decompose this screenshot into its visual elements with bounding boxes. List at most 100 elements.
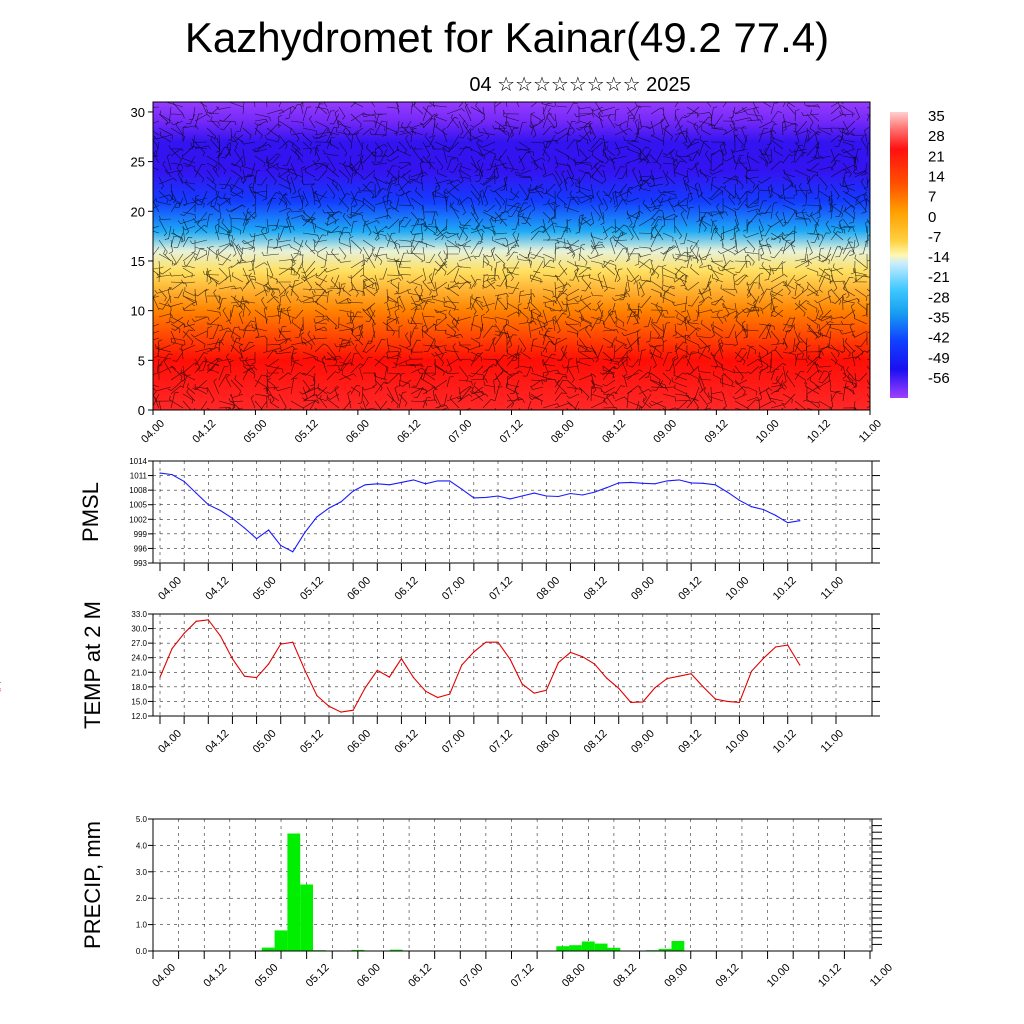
wind-barb: [722, 120, 736, 126]
wind-barb: [458, 255, 477, 262]
wind-barb: [428, 102, 436, 108]
wind-barb: [446, 334, 464, 339]
wind-barb: [182, 267, 193, 278]
wind-barb: [830, 113, 847, 122]
wind-barb: [542, 309, 548, 327]
wind-barb: [290, 352, 297, 367]
wind-barb: [542, 295, 555, 306]
wind-barb: [710, 124, 724, 129]
wind-barb: [775, 375, 784, 388]
heatmap-x-tick-label: 09.12: [703, 418, 731, 446]
wind-barb: [686, 112, 700, 117]
wind-barb: [722, 155, 736, 162]
wind-barb: [186, 388, 196, 402]
temp-data-point: [630, 701, 632, 704]
wind-barb: [185, 179, 196, 192]
wind-barb: [542, 373, 556, 381]
wind-barb: [387, 296, 400, 304]
wind-barb: [422, 366, 432, 381]
wind-barb: [788, 148, 808, 153]
wind-barb: [350, 102, 357, 108]
wind-barb: [182, 154, 196, 164]
wind-barb: [681, 295, 688, 313]
wind-barb: [516, 255, 532, 262]
wind-barb: [181, 274, 196, 278]
wind-barb: [314, 288, 327, 294]
wind-barb: [434, 309, 448, 313]
wind-barb: [500, 197, 508, 214]
wind-barb: [722, 372, 734, 387]
wind-barb: [830, 288, 842, 305]
wind-barb: [638, 349, 646, 367]
wind-barb: [584, 325, 592, 339]
wind-barb: [662, 245, 678, 255]
wind-barb: [561, 301, 580, 306]
pmsl-data-point: [243, 527, 246, 529]
temp-data-point: [593, 663, 596, 665]
wind-barb: [758, 351, 763, 369]
wind-barb: [278, 372, 292, 381]
wind-barb: [728, 193, 736, 206]
wind-barb: [165, 309, 172, 324]
wind-barb: [194, 114, 211, 122]
wind-barb: [182, 330, 194, 346]
wind-barb: [427, 267, 436, 284]
temp-data-point: [364, 687, 366, 689]
wind-barb: [576, 340, 592, 353]
wind-barb: [338, 339, 347, 353]
wind-barb: [322, 209, 340, 214]
wind-barb: [770, 306, 778, 318]
wind-barb: [182, 125, 187, 143]
wind-barb: [554, 375, 567, 388]
wind-barb: [712, 326, 724, 339]
wind-barb: [202, 270, 220, 276]
wind-barb: [302, 232, 319, 240]
wind-barb: [473, 381, 484, 395]
wind-barb: [850, 260, 856, 275]
wind-barb: [734, 379, 748, 385]
wind-barb: [386, 169, 397, 184]
wind-barb: [170, 392, 179, 409]
wind-barb: [578, 358, 595, 363]
wind-barb: [528, 393, 544, 400]
wind-barb: [230, 162, 242, 172]
wind-barb: [735, 260, 748, 274]
wind-barb: [677, 200, 688, 213]
pmsl-data-point: [400, 481, 403, 483]
wind-barb: [158, 215, 172, 220]
wind-barb: [566, 198, 575, 213]
wind-barb: [801, 111, 820, 117]
wind-barb: [545, 188, 556, 199]
wind-barb: [486, 155, 496, 171]
temp-data-point: [207, 619, 209, 621]
wind-barb: [309, 115, 316, 129]
wind-barb: [781, 393, 796, 405]
wind-barb: [470, 351, 484, 362]
wind-barb: [431, 145, 448, 150]
wind-barb: [206, 120, 220, 126]
wind-barb: [312, 238, 328, 243]
wind-barb: [482, 398, 495, 409]
wind-barb: [779, 239, 796, 252]
temp-x-tick-label: 11.00: [819, 728, 846, 755]
wind-barb: [372, 323, 377, 339]
wind-barb: [158, 239, 168, 256]
wind-barb: [768, 183, 773, 198]
wind-barb: [620, 281, 628, 297]
wind-barb: [574, 273, 592, 278]
wind-barb: [172, 228, 184, 241]
wind-barb: [682, 344, 688, 359]
wind-barb: [494, 190, 506, 206]
wind-barb: [675, 150, 688, 164]
wind-barb: [851, 330, 868, 338]
wind-barb: [734, 211, 739, 227]
wind-barb: [518, 141, 530, 153]
wind-barb: [530, 253, 545, 262]
wind-barb: [611, 295, 628, 301]
heatmap-y-tick-label: 5: [138, 353, 145, 368]
heatmap-x-tick-label: 10.12: [805, 418, 833, 446]
wind-barb: [710, 127, 727, 135]
wind-barb: [444, 141, 460, 153]
wind-barb: [395, 288, 412, 295]
wind-barb: [405, 361, 424, 367]
